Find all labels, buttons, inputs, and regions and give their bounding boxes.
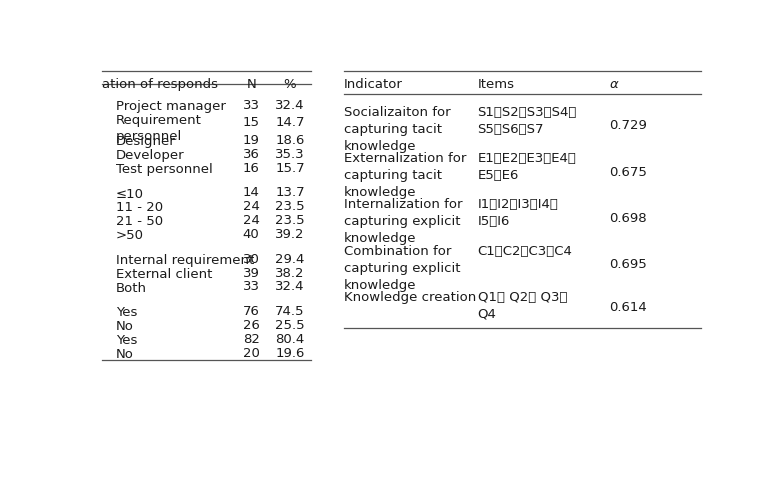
Text: Externalization for
capturing tacit
knowledge: Externalization for capturing tacit know… [344,152,467,199]
Text: 25.5: 25.5 [275,319,305,332]
Text: Items: Items [478,78,515,91]
Text: 24: 24 [242,200,260,213]
Text: I1、I2、I3、I4、
I5、I6: I1、I2、I3、I4、 I5、I6 [478,198,558,229]
Text: %: % [284,78,296,91]
Text: Designer: Designer [116,135,175,148]
Text: 32.4: 32.4 [275,280,305,293]
Text: 33: 33 [242,280,260,293]
Text: Indicator: Indicator [344,78,403,91]
Text: Both: Both [116,281,146,294]
Text: C1、C2、C3、C4: C1、C2、C3、C4 [478,245,572,257]
Text: 19.6: 19.6 [275,347,305,360]
Text: 14: 14 [242,186,260,200]
Text: 21 - 50: 21 - 50 [116,215,163,228]
Text: Socializaiton for
capturing tacit
knowledge: Socializaiton for capturing tacit knowle… [344,106,451,153]
Text: N: N [246,78,256,91]
Text: 35.3: 35.3 [275,148,305,161]
Text: 15.7: 15.7 [275,162,305,175]
Text: 19: 19 [242,134,260,147]
Text: 26: 26 [242,319,260,332]
Text: Requirement
personnel: Requirement personnel [116,114,202,143]
Text: 30: 30 [242,252,260,266]
Text: 15: 15 [242,117,260,129]
Text: 24: 24 [242,214,260,227]
Text: ation of responds: ation of responds [102,78,217,91]
Text: Yes: Yes [116,334,137,347]
Text: 16: 16 [242,162,260,175]
Text: 0.729: 0.729 [609,120,647,132]
Text: 0.695: 0.695 [609,258,647,271]
Text: 82: 82 [242,333,260,346]
Text: 40: 40 [243,228,260,241]
Text: Internal requirement: Internal requirement [116,254,254,267]
Text: Knowledge creation: Knowledge creation [344,291,476,304]
Text: 0.614: 0.614 [609,301,647,314]
Text: 36: 36 [242,148,260,161]
Text: 38.2: 38.2 [275,266,305,279]
Text: 0.675: 0.675 [609,166,647,179]
Text: Developer: Developer [116,149,185,162]
Text: Project manager: Project manager [116,100,225,113]
Text: 0.698: 0.698 [609,212,647,225]
Text: External client: External client [116,267,212,281]
Text: Yes: Yes [116,306,137,319]
Text: S1、S2、S3、S4、
S5、S6、S7: S1、S2、S3、S4、 S5、S6、S7 [478,106,577,136]
Text: 13.7: 13.7 [275,186,305,200]
Text: Combination for
capturing explicit
knowledge: Combination for capturing explicit knowl… [344,245,461,291]
Text: 39: 39 [242,266,260,279]
Text: Q1、 Q2、 Q3、
Q4: Q1、 Q2、 Q3、 Q4 [478,291,567,321]
Text: 23.5: 23.5 [275,200,305,213]
Text: No: No [116,320,134,333]
Text: 74.5: 74.5 [275,305,305,318]
Text: ≤10: ≤10 [116,188,144,201]
Text: 11 - 20: 11 - 20 [116,201,163,215]
Text: 33: 33 [242,99,260,112]
Text: 23.5: 23.5 [275,214,305,227]
Text: 80.4: 80.4 [275,333,304,346]
Text: Test personnel: Test personnel [116,163,213,176]
Text: 18.6: 18.6 [275,134,305,147]
Text: 39.2: 39.2 [275,228,305,241]
Text: 20: 20 [242,347,260,360]
Text: E1、E2、E3、E4、
E5、E6: E1、E2、E3、E4、 E5、E6 [478,152,576,182]
Text: 32.4: 32.4 [275,99,305,112]
Text: 29.4: 29.4 [275,252,305,266]
Text: No: No [116,348,134,361]
Text: Internalization for
capturing explicit
knowledge: Internalization for capturing explicit k… [344,198,463,246]
Text: >50: >50 [116,229,144,242]
Text: α: α [609,78,618,91]
Text: 76: 76 [242,305,260,318]
Text: 14.7: 14.7 [275,117,305,129]
